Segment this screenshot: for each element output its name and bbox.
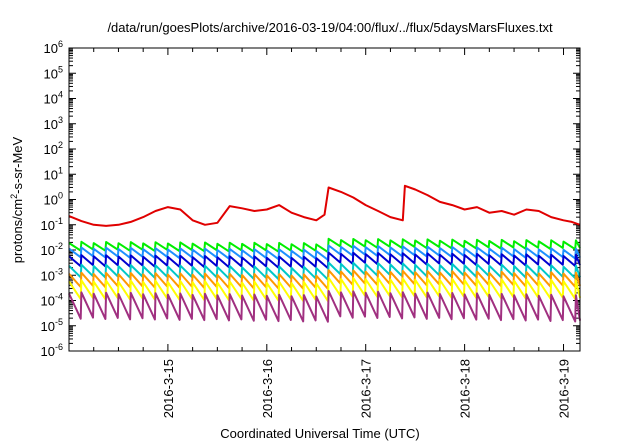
- y-tick-label: 10-4: [41, 292, 63, 309]
- y-tick-label: 106: [44, 39, 63, 56]
- x-tick-label: 2016-3-16: [260, 359, 275, 418]
- series-line-8: [68, 290, 581, 323]
- series-line-1: [68, 184, 581, 227]
- x-tick-label: 2016-3-17: [359, 359, 374, 418]
- series-line-4: [68, 251, 581, 270]
- x-tick-label: 2016-3-15: [161, 359, 176, 418]
- y-tick-label: 104: [44, 90, 63, 107]
- y-tick-label: 10-6: [41, 342, 63, 359]
- x-axis-label: Coordinated Universal Time (UTC): [220, 426, 419, 441]
- y-tick-label: 102: [44, 140, 63, 157]
- y-tick-label: 10-5: [41, 317, 63, 334]
- y-tick-label: 100: [44, 191, 63, 208]
- x-tick-label: 2016-3-18: [458, 359, 473, 418]
- y-axis-ticks: 10-6 10-5 10-4 10-3 10-2 10-1 100 101 102 103 104 1…: [41, 39, 580, 359]
- y-axis-label: protons/cm2-s-sr-MeV: [9, 136, 25, 263]
- y-tick-label: 10-3: [41, 266, 63, 283]
- series-group: [68, 184, 581, 323]
- y-tick-label: 105: [44, 64, 63, 81]
- chart-title: /data/run/goesPlots/archive/2016-03-19/0…: [107, 20, 553, 35]
- y-tick-label: 10-1: [41, 216, 63, 233]
- y-tick-label: 103: [44, 115, 63, 132]
- x-axis-ticks: 2016-3-15 2016-3-16 2016-3-17 2016-3-18 2016…: [93, 48, 572, 418]
- plot-frame: [68, 47, 581, 352]
- y-tick-label: 10-2: [41, 241, 63, 258]
- y-tick-label: 101: [44, 165, 63, 182]
- x-tick-label: 2016-3-19: [557, 359, 572, 418]
